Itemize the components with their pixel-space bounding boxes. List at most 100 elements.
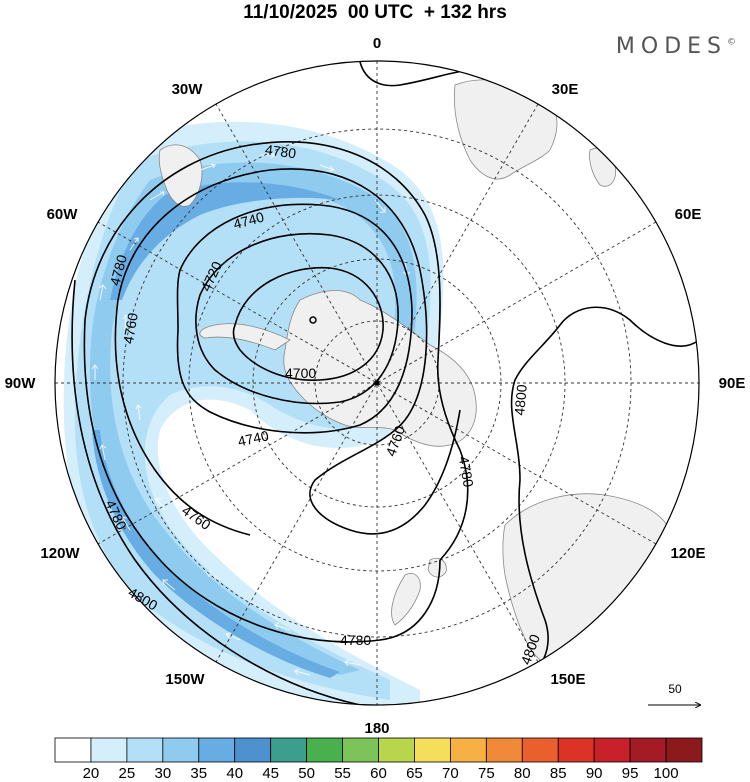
- land: [158, 79, 672, 676]
- colorbar-tick-label: 90: [586, 765, 603, 782]
- colorbar-swatch: [665, 737, 703, 763]
- contour-4720: [195, 233, 399, 405]
- lon-label-0: 0: [373, 35, 381, 52]
- colorbar: 20 25 30 35 40 45 50 55 60 65 70 75 80 85 90 95 100: [54, 737, 703, 782]
- contour-label: 4760: [120, 311, 141, 345]
- wind-shading: [63, 121, 444, 705]
- contour-label: 4800: [511, 383, 530, 416]
- contour-4780: [84, 141, 469, 561]
- vector-arrow: [91, 364, 99, 380]
- lon-label-90w: 90W: [5, 375, 37, 392]
- lon-label-180: 180: [364, 720, 389, 737]
- new-zealand-south: [391, 573, 421, 626]
- lon-label-150e: 150E: [550, 671, 585, 688]
- vector-arrow: [319, 164, 336, 172]
- vector-arrow: [162, 579, 176, 591]
- reference-vector: 50: [648, 682, 700, 705]
- colorbar-tick-label: 40: [226, 765, 243, 782]
- contour-4780-south: [83, 319, 441, 643]
- contour-4740: [176, 203, 413, 434]
- vector-arrow: [149, 191, 165, 201]
- colorbar-tick-label: 25: [119, 765, 136, 782]
- colorbar-swatch: [378, 737, 415, 763]
- lon-label-150w: 150W: [165, 671, 205, 688]
- pole-marker: [374, 380, 380, 386]
- vector-arrow: [98, 284, 107, 301]
- lon-label-60e: 60E: [675, 206, 702, 223]
- lon-label-120e: 120E: [670, 545, 705, 562]
- colorbar-swatch: [342, 737, 379, 763]
- contour-label: 4780: [340, 632, 371, 648]
- meridian-150-330: [215, 103, 539, 663]
- brand-logo: MODES©: [616, 34, 736, 59]
- contour-label: 4780: [456, 455, 477, 489]
- colorbar-swatch: [521, 737, 559, 763]
- lon-label-120w: 120W: [40, 545, 80, 562]
- vector-arrow: [135, 404, 142, 421]
- new-zealand-north: [427, 557, 447, 578]
- low-center-marker: [309, 316, 317, 324]
- vector-arrow: [199, 163, 216, 171]
- colorbar-tick-label: 50: [298, 765, 315, 782]
- map-boundary: [54, 60, 700, 706]
- graticule: [55, 61, 699, 705]
- vector-arrow: [294, 668, 311, 676]
- contour-label: 4780: [264, 141, 297, 161]
- jet-core-south: [92, 430, 340, 678]
- colorbar-swatch: [126, 737, 164, 763]
- lon-label-60w: 60W: [47, 206, 79, 223]
- colorbar-tick-label: 70: [442, 765, 459, 782]
- vector-arrow: [225, 632, 241, 641]
- colorbar-tick-label: 30: [154, 765, 171, 782]
- colorbar-swatch: [54, 737, 92, 763]
- lon-label-30w: 30W: [172, 81, 204, 98]
- longitude-labels: 0 30E 60E 90E 120E 150E 180 150W 120W 90…: [5, 35, 746, 737]
- colorbar-tick-label: 55: [334, 765, 351, 782]
- colorbar-tick-label: 60: [370, 765, 387, 782]
- contour-4760: [117, 168, 461, 535]
- vector-arrow: [344, 659, 361, 667]
- wind-vectors: [91, 151, 411, 676]
- contour-label: 4780: [107, 253, 131, 287]
- colorbar-swatch: [234, 737, 272, 763]
- meridian-60-240: [97, 221, 657, 545]
- colorbar-swatch: [306, 737, 343, 763]
- jet-band-35: [89, 162, 417, 676]
- reference-vector-label: 50: [668, 682, 682, 696]
- africa-tip: [453, 79, 558, 180]
- map-title: 11/10/2025 00 UTC + 132 hrs: [243, 2, 507, 23]
- brand-mark: ©: [727, 37, 736, 48]
- vector-arrow: [129, 237, 139, 251]
- lon-label-30e: 30E: [552, 81, 579, 98]
- antarctica: [283, 290, 477, 447]
- colorbar-swatch: [593, 737, 631, 763]
- vector-arrow: [99, 444, 107, 461]
- colorbar-swatch: [485, 737, 523, 763]
- height-contours: [71, 61, 699, 705]
- vector-arrow: [260, 151, 276, 159]
- colorbar-tick-label: 95: [622, 765, 639, 782]
- colorbar-tick-label: 20: [83, 765, 100, 782]
- contour-4800-east: [510, 306, 699, 691]
- vector-arrow: [398, 329, 407, 346]
- contour-label: 4740: [232, 209, 266, 233]
- contour-4800-north: [359, 61, 471, 87]
- colorbar-tick-label: 80: [514, 765, 531, 782]
- antarctic-peninsula: [199, 323, 291, 351]
- colorbar-tick-label: 35: [190, 765, 207, 782]
- colorbar-swatch: [557, 737, 595, 763]
- contour-4760-west: [114, 299, 251, 536]
- south-america-tip: [158, 144, 203, 207]
- colorbar-swatch: [198, 737, 236, 763]
- contour-4800-outer: [71, 279, 361, 705]
- contour-label: 4740: [236, 427, 270, 449]
- meridian-120-300: [97, 221, 657, 545]
- jet-band-40: [110, 182, 340, 300]
- colorbar-tick-label: 75: [478, 765, 495, 782]
- vector-arrow: [122, 314, 130, 331]
- colorbar-swatch: [90, 737, 128, 763]
- contour-label: 4700: [285, 365, 316, 381]
- vector-arrow: [274, 622, 291, 631]
- lon-label-90e: 90E: [719, 375, 746, 392]
